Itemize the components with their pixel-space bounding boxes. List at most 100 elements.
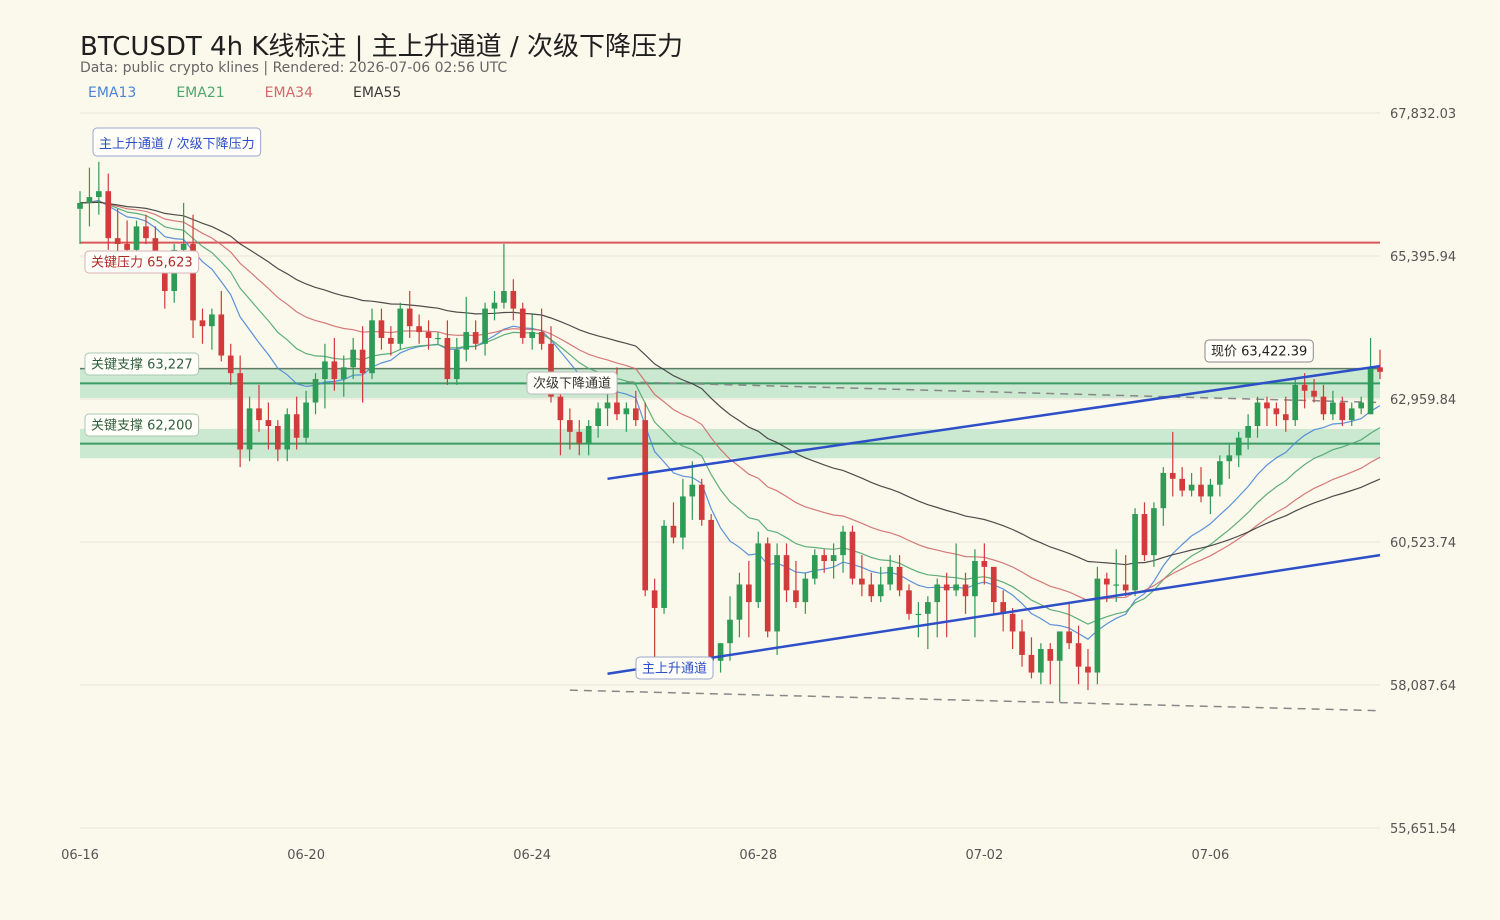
candle-body xyxy=(284,414,291,450)
candle-body xyxy=(416,326,422,333)
legend: EMA13 EMA21 EMA34 EMA55 xyxy=(88,85,441,101)
candle-body xyxy=(764,543,771,632)
candle-body xyxy=(774,555,780,632)
chart-title: BTCUSDT 4h K线标注 | 主上升通道 / 次级下降压力 xyxy=(80,32,683,62)
candle-body xyxy=(1377,367,1383,372)
candle-body xyxy=(981,561,988,567)
y-tick-label: 55,651.54 xyxy=(1390,822,1456,837)
lower-dashed-line xyxy=(569,689,1381,712)
candle-body xyxy=(670,525,677,538)
candle-body xyxy=(350,349,357,368)
candle-body xyxy=(727,619,733,644)
candle-body xyxy=(1179,478,1185,491)
candle-body xyxy=(406,308,413,327)
candle-body xyxy=(642,420,649,591)
candle-body xyxy=(793,590,799,603)
x-tick-label: 06-28 xyxy=(739,848,777,863)
descending-channel-label-text: 次级下降通道 xyxy=(533,376,611,392)
candle-body xyxy=(830,555,837,562)
candle-body xyxy=(444,337,451,380)
candle-body xyxy=(133,226,140,250)
ema34-line xyxy=(79,201,1381,602)
grid xyxy=(80,112,1380,829)
candle-body xyxy=(501,290,507,303)
candle-body xyxy=(548,343,554,397)
x-tick-label: 07-06 xyxy=(1192,848,1230,863)
support2-label-box xyxy=(84,413,200,437)
candle-body xyxy=(1339,402,1346,421)
candle-body xyxy=(576,431,583,444)
candle-body xyxy=(510,290,517,309)
current-price-label: 现价 63,422.39 xyxy=(1204,339,1314,363)
candle-body xyxy=(859,578,865,585)
channel-upper-line xyxy=(607,364,1381,481)
candle-body xyxy=(1056,631,1063,661)
candle-body xyxy=(1113,584,1120,586)
candle-body xyxy=(1019,631,1025,655)
y-tick-label: 60,523.74 xyxy=(1390,536,1456,551)
current-price-label-box xyxy=(1204,339,1314,363)
candle-body xyxy=(1358,402,1364,409)
candle-body xyxy=(1301,384,1308,391)
candle-body xyxy=(519,308,526,338)
resistance-label: 关键压力 65,623 xyxy=(84,250,200,274)
ascending-channel-label: 主上升通道 xyxy=(635,656,714,680)
candle-body xyxy=(209,314,215,327)
resistance-label-text: 关键压力 65,623 xyxy=(91,256,193,271)
candle-body xyxy=(811,555,818,579)
candle-body xyxy=(1009,613,1016,632)
candle-body xyxy=(199,320,206,327)
candle-body xyxy=(1151,508,1157,556)
candle-body xyxy=(698,484,705,520)
candle-body xyxy=(585,425,592,444)
candle-body xyxy=(849,531,856,579)
candle-body xyxy=(1094,578,1101,673)
y-tick-label: 62,959.84 xyxy=(1390,393,1456,408)
candle-body xyxy=(1103,578,1110,585)
candle-body xyxy=(1085,666,1091,673)
candle-body xyxy=(180,244,187,250)
candle-body xyxy=(1367,367,1374,415)
candle-body xyxy=(1038,649,1044,673)
candle-body xyxy=(1330,402,1336,415)
candle-body xyxy=(369,320,375,374)
candle-body xyxy=(1207,484,1214,497)
candle-body xyxy=(77,202,83,209)
candle-body xyxy=(1047,649,1054,661)
support1-label-box xyxy=(84,352,200,376)
candle-body xyxy=(802,578,809,603)
support1-label: 关键支撑 63,227 xyxy=(84,352,200,376)
candle-body xyxy=(896,566,903,591)
x-tick-label: 06-20 xyxy=(287,848,325,863)
candle-body xyxy=(962,584,969,597)
candle-body xyxy=(303,402,309,438)
candle-body xyxy=(425,332,432,338)
candle-body xyxy=(1320,396,1327,415)
candle-body xyxy=(435,337,441,340)
candle-body xyxy=(680,496,686,538)
candles xyxy=(77,161,1383,702)
candle-body xyxy=(538,332,545,344)
candle-body xyxy=(190,244,196,321)
candle-body xyxy=(378,320,385,338)
candle-body xyxy=(86,197,93,203)
candle-body xyxy=(124,244,130,250)
current-price-label-text: 现价 63,422.39 xyxy=(1211,345,1307,360)
candle-body xyxy=(1066,631,1072,644)
candle-body xyxy=(972,561,978,597)
candle-body xyxy=(114,238,121,245)
candle-body xyxy=(1198,484,1204,497)
axes: 67,832.03 65,395.94 62,959.84 60,523.74 58,0… xyxy=(61,107,1456,863)
legend-ema21: EMA21 xyxy=(176,85,225,101)
candle-body xyxy=(868,584,875,597)
candle-body xyxy=(1217,461,1223,485)
descending-channel-label-box xyxy=(526,371,618,395)
candle-body xyxy=(312,379,319,403)
candle-body xyxy=(453,349,460,380)
legend-ema55: EMA55 xyxy=(352,85,402,101)
candle-body xyxy=(1169,472,1176,479)
candle-body xyxy=(604,402,611,409)
candle-body xyxy=(1292,384,1299,421)
candle-body xyxy=(340,367,347,380)
